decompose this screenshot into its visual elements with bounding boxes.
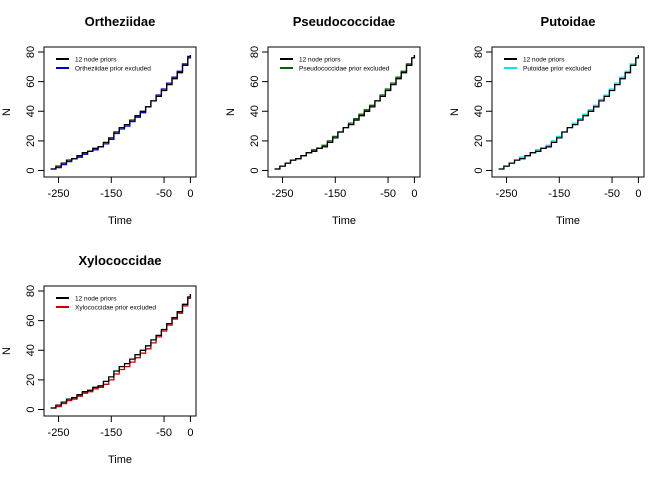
x-tick-label: -250 — [48, 427, 70, 439]
x-tick-label: -150 — [100, 427, 122, 439]
y-tick-label: 80 — [473, 46, 485, 58]
x-tick-label: -150 — [324, 188, 346, 200]
chart-title: Ortheziidae — [85, 14, 156, 29]
series-line — [498, 55, 640, 170]
x-axis-label: Time — [332, 215, 356, 227]
legend-label: Xylococcidae prior excluded — [75, 305, 156, 312]
chart-title: Pseudococcidae — [293, 14, 396, 29]
y-tick-label: 40 — [473, 105, 485, 117]
chart-title: Xylococcidae — [78, 253, 161, 268]
series-line — [50, 294, 192, 409]
x-axis-label: Time — [108, 215, 132, 227]
x-axis-label: Time — [108, 454, 132, 466]
y-tick-label: 80 — [25, 285, 37, 297]
chart-panel: Xylococcidae -250 -150 -50 0 0 20 40 60 80 Time N 12… — [1, 253, 197, 466]
x-tick-label: -50 — [380, 188, 396, 200]
chart-panel: Pseudococcidae -250 -150 -50 0 0 20 40 60 80 Time N… — [225, 14, 421, 227]
x-tick-label: -50 — [156, 427, 172, 439]
legend-label: 12 node priors — [75, 57, 117, 64]
y-tick-label: 20 — [249, 135, 261, 147]
y-tick-label: 60 — [249, 76, 261, 88]
y-axis-label: N — [1, 347, 13, 355]
y-tick-label: 0 — [25, 406, 37, 412]
plot-frame — [267, 46, 421, 178]
chart-panel: Ortheziidae -250 -150 -50 0 0 20 40 60 80 Time N 12 … — [1, 14, 197, 227]
y-tick-label: 40 — [25, 344, 37, 356]
x-tick-label: -250 — [496, 188, 518, 200]
series-line — [50, 294, 192, 409]
y-axis-label: N — [225, 108, 237, 116]
y-tick-label: 60 — [25, 76, 37, 88]
y-axis-label: N — [1, 108, 13, 116]
y-tick-label: 80 — [25, 46, 37, 58]
x-tick-label: -50 — [604, 188, 620, 200]
x-tick-label: -250 — [48, 188, 70, 200]
legend-label: Putoidae prior excluded — [523, 66, 592, 73]
chart-panel: Putoidae -250 -150 -50 0 0 20 40 60 80 Time N 12 nod… — [449, 14, 645, 227]
series-line — [274, 55, 416, 170]
y-tick-label: 0 — [473, 167, 485, 173]
x-tick-label: -50 — [156, 188, 172, 200]
y-tick-label: 60 — [25, 315, 37, 327]
x-tick-label: 0 — [187, 427, 193, 439]
legend-label: Pseudococcidae prior excluded — [299, 66, 390, 73]
y-tick-label: 40 — [25, 105, 37, 117]
legend-label: Ortheziidae prior excluded — [75, 66, 151, 73]
x-axis-label: Time — [556, 215, 580, 227]
plot-frame — [491, 46, 645, 178]
x-tick-label: -150 — [100, 188, 122, 200]
y-tick-label: 20 — [473, 135, 485, 147]
x-tick-label: 0 — [635, 188, 641, 200]
series-line — [50, 55, 192, 170]
y-tick-label: 80 — [249, 46, 261, 58]
y-tick-label: 40 — [249, 105, 261, 117]
y-axis-label: N — [449, 108, 461, 116]
chart-title: Putoidae — [541, 14, 596, 29]
y-tick-label: 0 — [25, 167, 37, 173]
x-tick-label: -150 — [548, 188, 570, 200]
x-tick-label: 0 — [411, 188, 417, 200]
legend-label: 12 node priors — [75, 296, 117, 303]
y-tick-label: 20 — [25, 374, 37, 386]
legend-label: 12 node priors — [299, 57, 341, 64]
y-tick-label: 20 — [25, 135, 37, 147]
legend-label: 12 node priors — [523, 57, 565, 64]
y-tick-label: 0 — [249, 167, 261, 173]
x-tick-label: 0 — [187, 188, 193, 200]
x-tick-label: -250 — [272, 188, 294, 200]
plot-frame — [43, 285, 197, 417]
plot-frame — [43, 46, 197, 178]
y-tick-label: 60 — [473, 76, 485, 88]
